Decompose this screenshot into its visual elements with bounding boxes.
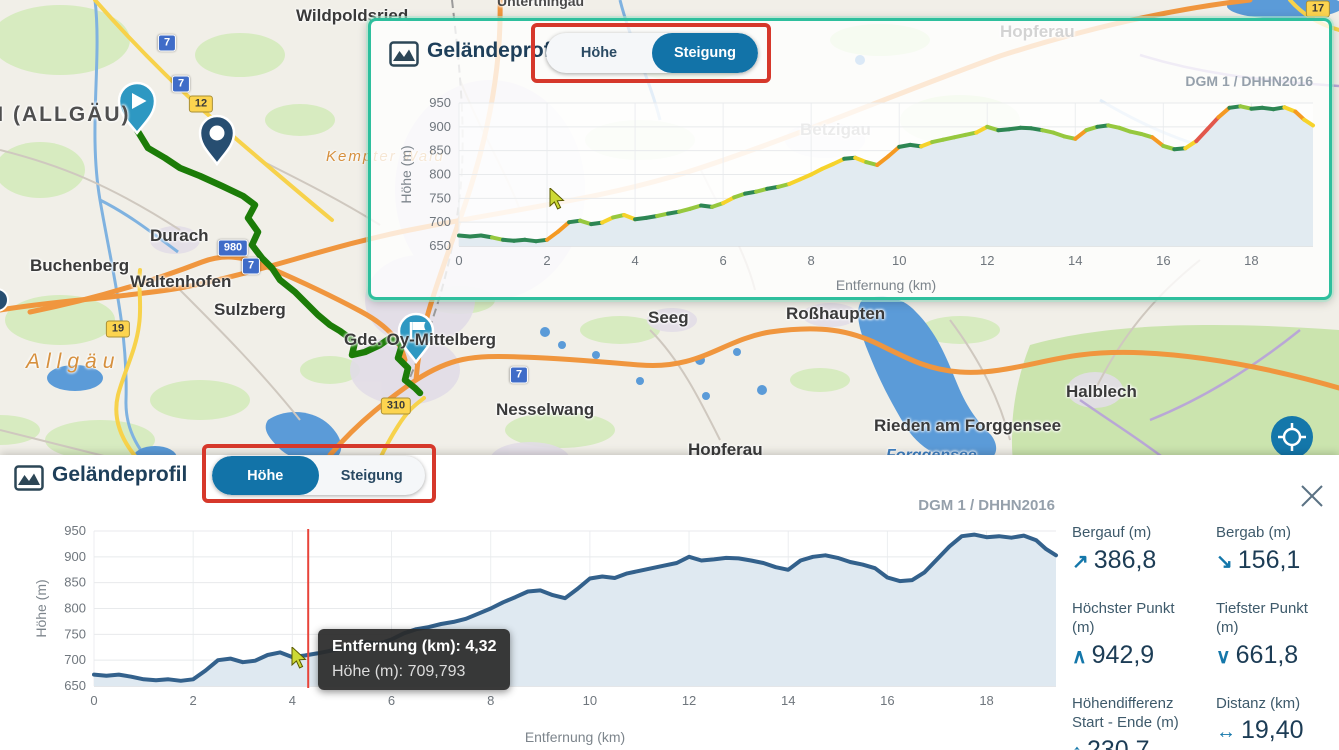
terrain-profile-icon	[14, 465, 44, 496]
svg-text:14: 14	[1068, 253, 1082, 268]
arrow-up-down-icon: ↕	[1072, 741, 1082, 750]
panel-title: Geländeprofil	[427, 39, 563, 62]
elevation-source-label: DGM 1 / DHHN2016	[918, 497, 1055, 514]
svg-text:850: 850	[64, 575, 86, 590]
svg-text:700: 700	[429, 214, 451, 229]
toggle-hoehe[interactable]: Höhe	[212, 456, 319, 495]
toggle-hoehe[interactable]: Höhe	[580, 45, 618, 61]
stat-chevron-up: Höchster Punkt (m) ∧ 942,9	[1072, 599, 1175, 669]
hoehe-chart[interactable]: 0 2 4 6 8 10 12 14 16 18 650 700 750 800 850 900 950 Entf…	[8, 520, 1064, 748]
terrain-profile-panel: Geländeprofil Höhe Steigung DGM 1 / DHHN…	[0, 444, 1339, 750]
svg-text:18: 18	[1244, 253, 1258, 268]
svg-text:12: 12	[980, 253, 994, 268]
tooltip-elevation: Höhe (m): 709,793	[332, 663, 466, 680]
svg-text:Entfernung (km): Entfernung (km)	[836, 277, 936, 293]
end-flag-marker[interactable]	[397, 312, 435, 365]
chevron-up-icon: ∧	[1072, 645, 1087, 668]
stat-arrow-down-right: Bergab (m) ↘ 156,1	[1216, 524, 1301, 574]
svg-text:950: 950	[64, 523, 86, 538]
toggle-steigung[interactable]: Steigung	[652, 33, 758, 73]
svg-text:8: 8	[487, 693, 494, 708]
stat-arrow-left-right: Distanz (km) ↔ 19,40	[1216, 694, 1304, 745]
svg-text:0: 0	[455, 253, 462, 268]
arrow-up-right-icon: ↗	[1072, 550, 1089, 573]
svg-text:650: 650	[64, 678, 86, 693]
toggle-steigung[interactable]: Steigung	[340, 467, 403, 484]
profile-mode-toggle: Höhe Steigung	[212, 456, 425, 495]
steigung-chart[interactable]: 0 2 4 6 8 10 12 14 16 18 650 700 750 800 850 900 950 Entf…	[381, 81, 1331, 296]
svg-text:14: 14	[781, 693, 795, 708]
route-line[interactable]	[133, 126, 424, 397]
svg-text:2: 2	[190, 693, 197, 708]
svg-text:4: 4	[631, 253, 638, 268]
svg-text:Entfernung (km): Entfernung (km)	[525, 729, 625, 745]
svg-text:10: 10	[892, 253, 906, 268]
target-icon	[1278, 423, 1306, 451]
svg-text:16: 16	[880, 693, 894, 708]
svg-text:900: 900	[429, 119, 451, 134]
locate-button[interactable]	[1271, 416, 1313, 458]
svg-text:700: 700	[64, 652, 86, 667]
svg-text:750: 750	[429, 190, 451, 205]
svg-text:4: 4	[289, 693, 296, 708]
svg-text:800: 800	[64, 601, 86, 616]
svg-text:12: 12	[682, 693, 696, 708]
close-icon[interactable]	[1299, 483, 1325, 509]
svg-text:10: 10	[583, 693, 597, 708]
stat-chevron-down: Tiefster Punkt (m) ∨ 661,8	[1216, 599, 1308, 669]
waypoint-marker[interactable]	[198, 114, 236, 167]
svg-text:6: 6	[720, 253, 727, 268]
stat-arrow-up-down: Höhendifferenz Start - Ende (m)↕230,7	[1072, 694, 1212, 750]
arrow-down-right-icon: ↘	[1216, 550, 1233, 573]
terrain-profile-popup: Geländeprofil Höhe Steigung DGM 1 / DHHN…	[368, 18, 1332, 300]
waypoint-marker-partial[interactable]	[0, 288, 9, 312]
svg-text:750: 750	[64, 626, 86, 641]
arrow-left-right-icon: ↔	[1216, 721, 1236, 743]
flag-icon	[409, 322, 426, 340]
profile-mode-toggle: Höhe Steigung	[546, 33, 758, 73]
svg-text:950: 950	[429, 95, 451, 110]
panel-title: Geländeprofil	[52, 463, 188, 486]
play-icon	[132, 93, 147, 109]
chevron-down-icon: ∨	[1216, 645, 1231, 668]
svg-text:6: 6	[388, 693, 395, 708]
svg-text:8: 8	[808, 253, 815, 268]
tooltip-distance: Entfernung (km): 4,32	[332, 638, 497, 655]
svg-text:18: 18	[979, 693, 993, 708]
svg-text:850: 850	[429, 143, 451, 158]
route-statistics: Bergauf (m) ↗ 386,8 Bergab (m) ↘ 156,1 Höchste…	[1072, 523, 1334, 750]
svg-text:900: 900	[64, 549, 86, 564]
svg-text:2: 2	[543, 253, 550, 268]
svg-text:Höhe (m): Höhe (m)	[33, 579, 49, 637]
svg-text:0: 0	[90, 693, 97, 708]
svg-text:Höhe (m): Höhe (m)	[398, 145, 414, 203]
start-marker[interactable]	[117, 81, 157, 136]
terrain-profile-icon	[389, 41, 419, 72]
elevation-source-label: DGM 1 / DHHN2016	[1185, 73, 1313, 89]
svg-text:800: 800	[429, 167, 451, 182]
svg-text:16: 16	[1156, 253, 1170, 268]
chart-tooltip: Entfernung (km): 4,32 Höhe (m): 709,793	[318, 629, 511, 690]
stat-arrow-up-right: Bergauf (m) ↗ 386,8	[1072, 524, 1157, 574]
dot-icon	[209, 125, 225, 141]
svg-text:650: 650	[429, 238, 451, 253]
